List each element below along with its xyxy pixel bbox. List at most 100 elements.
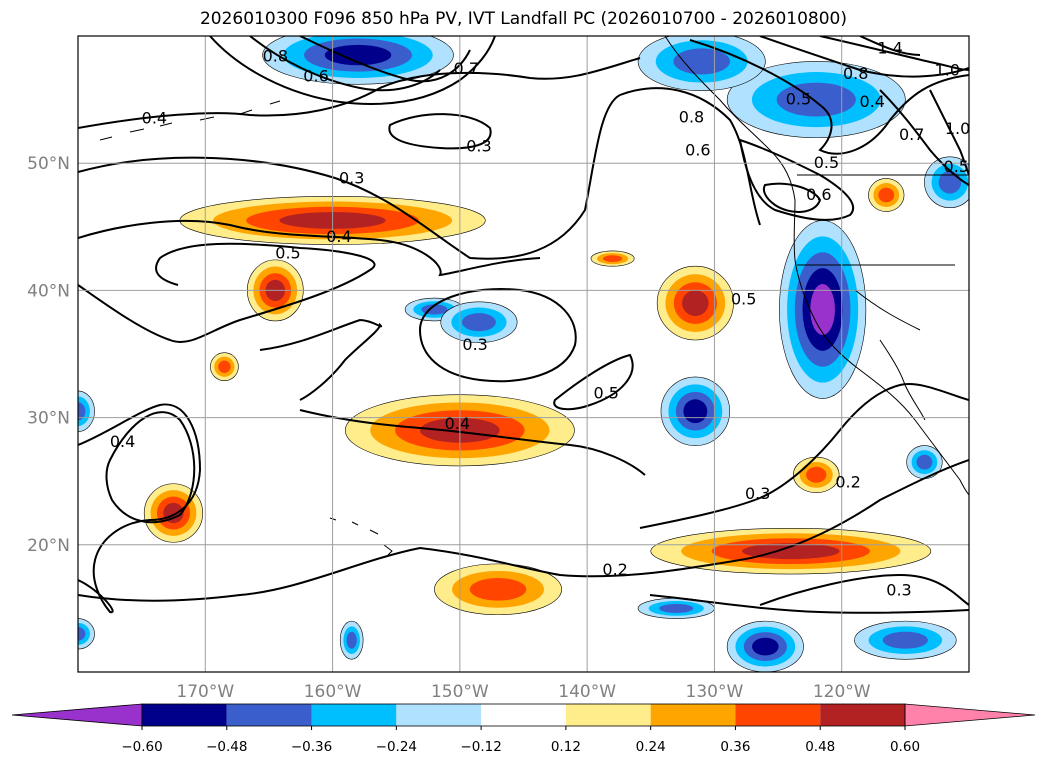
anomaly-band <box>673 48 730 75</box>
pv-contour-0.3-south <box>639 383 969 529</box>
pv-contour-0.5-northeast <box>689 39 969 155</box>
pv-contour-1.0-east <box>929 89 969 176</box>
pv-contour-0.4-mid <box>78 219 541 277</box>
contour-label: 0.8 <box>679 107 704 126</box>
contour-label-layer: 0.4 0.3 0.3 0.4 0.5 0.3 0.5 0.4 0.4 0.5 0.3 0.2 0.2 0… <box>110 39 970 600</box>
ivt-anomaly <box>143 483 204 543</box>
longitude-tick-label: 120°W <box>813 682 871 702</box>
contour-label: 1.0 <box>935 60 960 79</box>
pv-contour-0.2 <box>78 459 969 602</box>
colorbar-segment <box>311 704 397 726</box>
longitude-tick-labels: 170°W 160°W 150°W 140°W 130°W 120°W <box>176 682 870 702</box>
baja-coast <box>879 339 926 421</box>
anomaly-band <box>659 603 694 613</box>
contour-label: 0.5 <box>275 244 300 263</box>
contour-label: 0.8 <box>263 46 288 65</box>
pv-contour-0.8-northeast <box>759 36 969 78</box>
ivt-anomaly <box>868 178 905 212</box>
contour-label: 0.7 <box>453 59 478 78</box>
ivt-anomaly <box>854 620 957 660</box>
contour-label: 0.4 <box>142 109 167 128</box>
pv-contour-0.3-east <box>759 573 969 606</box>
pv-contour-0.3-loop <box>388 113 492 150</box>
colorbar-segment <box>735 704 821 726</box>
anomaly-band <box>806 466 827 483</box>
pv-contour-layer <box>78 36 969 614</box>
anomaly-band <box>78 402 86 421</box>
longitude-tick-label: 140°W <box>558 682 616 702</box>
colorbar-tick-label: −0.36 <box>291 739 332 755</box>
ivt-anomaly <box>637 36 766 91</box>
anomaly-band <box>469 578 527 601</box>
colorbar-tick-labels: −0.60 −0.48 −0.36 −0.24 −0.12 0.12 0.24 0.36 0.4… <box>121 726 920 755</box>
pv-contour-0.7-east <box>879 89 969 186</box>
anomaly-band <box>602 255 623 262</box>
ivt-anomaly <box>656 265 734 341</box>
ivt-anomaly <box>78 390 95 432</box>
pv-contour-1.0-northeast <box>819 36 969 71</box>
contour-label: 0.3 <box>466 137 491 156</box>
contour-label: 0.4 <box>445 414 470 433</box>
colorbar-segment <box>820 704 905 726</box>
ivt-anomaly <box>210 352 239 382</box>
contour-label: 0.2 <box>602 560 627 579</box>
contour-label: 0.4 <box>110 432 135 451</box>
anomaly-band <box>324 44 392 66</box>
colorbar-segment <box>565 704 651 726</box>
longitude-tick-label: 150°W <box>431 682 489 702</box>
ivt-anomaly <box>660 376 731 446</box>
pv-contour-0.4-low <box>259 318 383 401</box>
ivt-anomaly <box>78 618 95 650</box>
pv-contour-0.2-east <box>649 594 969 614</box>
colorbar-tick-label: 0.48 <box>805 739 835 755</box>
ivt-anomaly <box>779 220 867 399</box>
state-line-east <box>854 289 921 331</box>
contour-label: 0.4 <box>860 92 885 111</box>
pv-contour-0.5-south <box>553 353 634 411</box>
colorbar-segment <box>396 704 482 726</box>
ivt-anomaly <box>924 156 969 209</box>
chart-title: 2026010300 F096 850 hPa PV, IVT Landfall… <box>199 9 847 29</box>
anomaly-band <box>810 284 835 335</box>
graticule <box>78 36 969 672</box>
pv-contour-0.4-west-loop <box>105 411 196 524</box>
latitude-tick-labels: 50°N 40°N 30°N 20°N <box>27 154 70 556</box>
anomaly-band <box>916 454 933 470</box>
colorbar-tick-label: −0.12 <box>460 739 501 755</box>
colorbar-frame <box>141 703 906 727</box>
contour-label: 0.3 <box>462 335 487 354</box>
ivt-anomaly <box>793 456 840 493</box>
map-frame <box>77 35 970 673</box>
colorbar-tick-label: 0.24 <box>636 739 666 755</box>
contour-label: 0.3 <box>886 581 911 600</box>
pv-contour-0.6-coast <box>762 182 822 213</box>
contour-label: 0.8 <box>843 64 868 83</box>
ivt-anomaly <box>339 620 364 660</box>
anomaly-band <box>752 637 779 656</box>
colorbar-tick-label: 0.12 <box>551 739 581 755</box>
contour-label: 1.4 <box>877 39 902 58</box>
pv-contour-0.6-north <box>209 36 496 105</box>
ivt-anomaly <box>344 394 575 467</box>
contour-label: 0.5 <box>814 153 839 172</box>
contour-label: 0.4 <box>326 227 351 246</box>
pv-contour-0.4-north <box>78 57 641 129</box>
contour-label: 0.5 <box>594 383 619 402</box>
colorbar-segment <box>481 704 566 726</box>
ivt-anomaly <box>726 61 906 139</box>
pv-contour-0.4-south <box>299 409 646 476</box>
contour-label: 0.6 <box>303 67 328 86</box>
contour-label: 0.5 <box>944 157 969 176</box>
ivt-anomaly <box>726 620 804 672</box>
anomaly-band <box>683 399 708 424</box>
contour-label: 0.2 <box>835 472 860 491</box>
contour-label: 1.0 <box>945 119 970 138</box>
anomaly-band <box>461 313 496 332</box>
latitude-tick-label: 30°N <box>27 409 70 429</box>
latitude-tick-label: 50°N <box>27 154 70 174</box>
contour-label: 0.6 <box>806 185 831 204</box>
anomaly-band <box>882 631 928 649</box>
colorbar-tick-label: −0.60 <box>121 739 162 755</box>
colorbar <box>11 703 1036 727</box>
ivt-anomaly <box>590 250 635 267</box>
